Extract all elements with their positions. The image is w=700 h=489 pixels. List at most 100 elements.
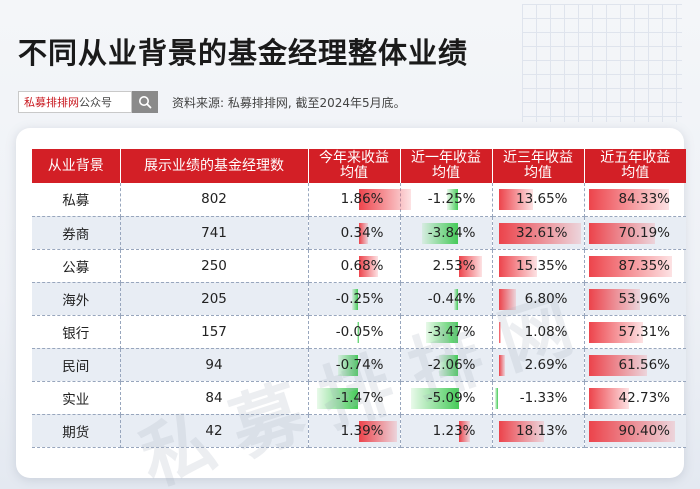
return-cell: 15.35% bbox=[492, 249, 585, 283]
return-value: 87.35% bbox=[618, 257, 670, 274]
negative-data-bar bbox=[495, 387, 499, 409]
return-cell: -0.25% bbox=[308, 282, 401, 316]
positive-data-bar bbox=[588, 321, 644, 343]
manager-count-cell: 84 bbox=[120, 381, 309, 415]
manager-count-cell: 741 bbox=[120, 216, 309, 250]
table-row: 公募 250 0.68% 2.53% 15.35% 87.35% bbox=[32, 249, 686, 283]
return-cell: 57.31% bbox=[584, 315, 686, 349]
column-header-label: 展示业绩的基金经理数 bbox=[144, 157, 284, 174]
background-cell: 银行 bbox=[32, 315, 121, 349]
return-cell: 90.40% bbox=[584, 414, 686, 448]
positive-data-bar bbox=[358, 189, 411, 210]
column-header: 从业背景 bbox=[32, 149, 121, 183]
manager-count-cell: 94 bbox=[120, 348, 309, 382]
return-value: 42.73% bbox=[618, 389, 670, 406]
return-cell: -3.84% bbox=[400, 216, 493, 250]
background-cell: 海外 bbox=[32, 282, 121, 316]
column-header-sublabel: 均值 bbox=[432, 165, 460, 181]
negative-data-bar bbox=[351, 288, 359, 310]
positive-data-bar bbox=[498, 354, 506, 376]
return-value: 15.35% bbox=[516, 257, 568, 274]
column-header-sublabel: 均值 bbox=[340, 165, 368, 181]
decorative-grid bbox=[522, 4, 682, 122]
background-cell: 公募 bbox=[32, 249, 121, 283]
return-value: -2.06% bbox=[427, 356, 476, 373]
return-value: 1.23% bbox=[432, 422, 476, 439]
column-header: 近一年收益 均值 bbox=[400, 149, 493, 183]
return-cell: -1.47% bbox=[308, 381, 401, 415]
manager-count-cell: 802 bbox=[120, 183, 309, 217]
table-row: 银行 157 -0.05% -3.47% 1.08% 57.31% bbox=[32, 315, 686, 349]
return-value: -5.09% bbox=[427, 389, 476, 406]
background-cell: 民间 bbox=[32, 348, 121, 382]
column-header-label: 今年来收益 bbox=[319, 150, 389, 166]
column-header-label: 近五年收益 bbox=[600, 150, 671, 166]
return-value: -0.74% bbox=[335, 356, 384, 373]
return-value: -3.47% bbox=[427, 323, 476, 340]
source-note: 资料来源: 私募排排网, 截至2024年5月底。 bbox=[172, 95, 406, 110]
table-row: 期货 42 1.39% 1.23% 18.13% 90.40% bbox=[32, 414, 686, 448]
negative-data-bar bbox=[446, 189, 459, 210]
search-button[interactable] bbox=[132, 91, 158, 113]
negative-data-bar bbox=[454, 288, 459, 310]
positive-data-bar bbox=[458, 255, 483, 277]
negative-data-bar bbox=[439, 354, 459, 376]
search-icon bbox=[139, 96, 152, 109]
return-value: 1.08% bbox=[524, 323, 568, 340]
manager-count-cell: 157 bbox=[120, 315, 309, 349]
column-header: 展示业绩的基金经理数 bbox=[120, 149, 309, 183]
return-cell: -0.44% bbox=[400, 282, 493, 316]
positive-data-bar bbox=[588, 288, 640, 310]
return-cell: 1.08% bbox=[492, 315, 585, 349]
return-value: 57.31% bbox=[618, 323, 670, 340]
column-header: 近三年收益 均值 bbox=[492, 149, 585, 183]
return-value: 32.61% bbox=[516, 224, 568, 241]
background-cell: 券商 bbox=[32, 216, 121, 250]
negative-data-bar bbox=[356, 321, 359, 343]
return-cell: 2.53% bbox=[400, 249, 493, 283]
return-value: 53.96% bbox=[618, 290, 670, 307]
return-cell: 70.19% bbox=[584, 216, 686, 250]
brand-search-box[interactable]: 私募排排网 公众号 bbox=[18, 91, 132, 113]
return-cell: 18.13% bbox=[492, 414, 585, 448]
manager-count-cell: 42 bbox=[120, 414, 309, 448]
return-value: 18.13% bbox=[516, 422, 568, 439]
return-cell: -5.09% bbox=[400, 381, 493, 415]
return-cell: 2.69% bbox=[492, 348, 585, 382]
brand-name: 私募排排网 bbox=[24, 96, 79, 109]
positive-data-bar bbox=[588, 420, 675, 442]
positive-data-bar bbox=[358, 222, 368, 244]
column-header-label: 从业背景 bbox=[47, 157, 104, 174]
return-value: 1.86% bbox=[340, 191, 384, 207]
return-cell: -1.25% bbox=[400, 183, 493, 217]
return-cell: 42.73% bbox=[584, 381, 686, 415]
return-cell: 6.80% bbox=[492, 282, 585, 316]
return-value: 1.39% bbox=[340, 422, 384, 439]
negative-data-bar bbox=[337, 354, 359, 376]
return-value: -0.25% bbox=[335, 290, 384, 307]
return-value: 0.68% bbox=[340, 257, 384, 274]
return-value: -0.05% bbox=[335, 323, 384, 340]
return-value: -3.84% bbox=[427, 224, 476, 241]
table-row: 券商 741 0.34% -3.84% 32.61% 70.19% bbox=[32, 216, 686, 250]
positive-data-bar bbox=[498, 255, 538, 277]
column-header-sublabel: 均值 bbox=[621, 165, 650, 181]
positive-data-bar bbox=[588, 354, 648, 376]
table-card: 从业背景 展示业绩的基金经理数 今年来收益 均值 近一年收益 均值 近三年收益 均值 近五年收益… bbox=[16, 128, 686, 478]
column-header: 近五年收益 均值 bbox=[584, 149, 686, 183]
return-cell: 61.56% bbox=[584, 348, 686, 382]
return-cell: -0.74% bbox=[308, 348, 401, 382]
positive-data-bar bbox=[498, 189, 533, 210]
return-value: 13.65% bbox=[516, 191, 568, 207]
positive-data-bar bbox=[498, 222, 581, 244]
return-value: -0.44% bbox=[427, 290, 476, 307]
positive-data-bar bbox=[498, 288, 516, 310]
negative-data-bar bbox=[410, 387, 459, 409]
return-cell: 53.96% bbox=[584, 282, 686, 316]
return-value: 61.56% bbox=[618, 356, 670, 373]
return-cell: 87.35% bbox=[584, 249, 686, 283]
background-cell: 实业 bbox=[32, 381, 121, 415]
positive-data-bar bbox=[588, 387, 630, 409]
negative-data-bar bbox=[422, 222, 459, 244]
return-cell: -1.33% bbox=[492, 381, 585, 415]
